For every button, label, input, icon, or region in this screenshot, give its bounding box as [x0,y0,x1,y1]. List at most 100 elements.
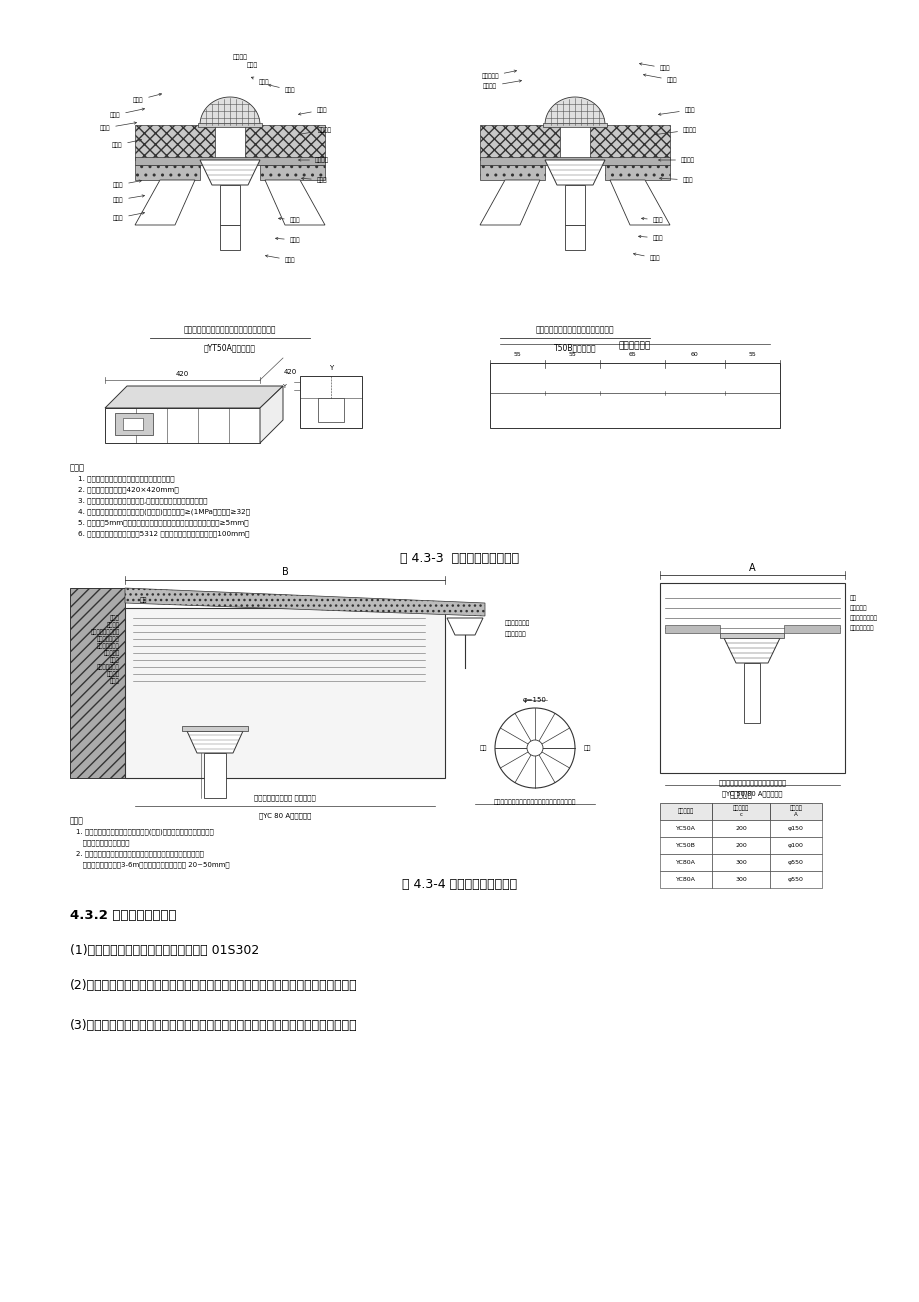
Bar [542,122,607,128]
Text: φ100: φ100 [788,842,803,848]
Text: 楼板垫、紧封板: 楼板垫、紧封板 [849,625,874,630]
Text: 保温层: 保温层 [113,195,144,203]
Text: 连接管: 连接管 [301,177,327,182]
Text: 锥管顶等天沟距离于3-6m之间度量底于其他修剪完 20~50mm。: 锥管顶等天沟距离于3-6m之间度量底于其他修剪完 20~50mm。 [76,861,230,867]
Text: 200: 200 [734,842,746,848]
Text: 硬质聚氨酯: 硬质聚氨酯 [104,650,119,656]
Text: 雨水斗: 雨水斗 [268,85,295,92]
Polygon shape [260,385,283,443]
Text: 密封处理: 密封处理 [299,158,329,163]
Text: φ=150: φ=150 [523,697,546,703]
Bar [125,608,445,779]
Bar [769,820,821,837]
Text: 螺栓连接: 螺栓连接 [655,128,697,135]
Circle shape [527,740,542,756]
Text: 隔汽层: 隔汽层 [641,217,663,223]
Text: 隔汽层: 隔汽层 [278,217,300,223]
Text: 55: 55 [568,353,575,358]
Text: 密封胶: 密封胶 [638,236,663,241]
Text: 雨水斗型号: 雨水斗型号 [677,809,693,814]
Text: 密封处理: 密封处理 [658,158,694,163]
Text: 雨水斗在单坡钢屋板天（槽沟内克克）: 雨水斗在单坡钢屋板天（槽沟内克克） [718,780,786,786]
Text: 名称：: 名称： [70,816,84,825]
Text: 大小请勿过大修剪剪断。: 大小请勿过大修剪剪断。 [76,838,130,845]
Text: 防水层: 防水层 [639,62,670,70]
Text: 通气孔: 通气孔 [298,107,327,115]
Text: （YC 50/80 A型雨水斗）: （YC 50/80 A型雨水斗） [721,790,782,797]
Text: 锥端压板立垫: 锥端压板立垫 [505,631,527,637]
Bar [564,225,584,250]
Text: T50B型雨水斗）: T50B型雨水斗） [553,344,596,353]
Text: Y: Y [328,365,333,371]
Text: 图 4.3-3  压力流雨水斗安装图: 图 4.3-3 压力流雨水斗安装图 [400,552,519,565]
Text: 找坡层（细石）: 找坡层（细石） [97,643,119,648]
Bar [711,854,769,871]
Polygon shape [447,618,482,635]
Text: 隔汽层: 隔汽层 [99,122,136,130]
Text: 加强箍制作明: 加强箍制作明 [618,341,651,350]
Text: 底部: 底部 [479,745,486,751]
Polygon shape [187,730,243,753]
Text: 压型钢板外保温平屋面雨水斗（平型）: 压型钢板外保温平屋面雨水斗（平型） [535,326,614,335]
Text: 螺栓连接: 螺栓连接 [298,128,332,135]
Bar [711,837,769,854]
Text: 4.3.2 雨水斗安装规定：: 4.3.2 雨水斗安装规定： [70,909,176,922]
Text: 55: 55 [513,353,521,358]
Text: 60: 60 [690,353,698,358]
Bar [720,633,783,638]
Polygon shape [244,125,324,160]
Text: 300: 300 [734,878,746,881]
Polygon shape [125,589,484,616]
Bar [659,837,711,854]
Text: 连续: 连续 [140,598,147,603]
Polygon shape [544,160,605,185]
Bar [490,363,779,428]
Text: 2. 细部天沟更换人第二锥仓止，都不超小字事中锥管，直观雨水斗: 2. 细部天沟更换人第二锥仓止，都不超小字事中锥管，直观雨水斗 [76,850,204,857]
Text: 防水层: 防水层 [251,77,269,85]
Text: 420: 420 [283,368,296,375]
Text: 找平层（细石）: 找平层（细石） [97,637,119,642]
Polygon shape [135,165,199,180]
Circle shape [494,708,574,788]
Bar [659,871,711,888]
Polygon shape [589,125,669,160]
Text: 连接管: 连接管 [266,255,295,263]
Text: YC50A: YC50A [675,825,695,831]
Polygon shape [199,98,260,125]
Text: (1)国产雨水斗旳安装见国家建筑原则图 01S302: (1)国产雨水斗旳安装见国家建筑原则图 01S302 [70,944,259,957]
Text: φ150: φ150 [788,825,803,831]
Bar [300,376,361,428]
Bar [659,803,711,820]
Text: (2)设于钢筋混凝土屋面上，檐沟或天沟内旳雨水斗应按雨水斗制造厂旳规定预留洞。: (2)设于钢筋混凝土屋面上，檐沟或天沟内旳雨水斗应按雨水斗制造厂旳规定预留洞。 [70,979,357,992]
Polygon shape [480,165,544,180]
Bar [480,158,669,165]
Text: 结构层: 结构层 [110,678,119,684]
Polygon shape [480,125,560,160]
Text: 安装孔尺寸: 安装孔尺寸 [729,790,752,799]
Bar [769,803,821,820]
Text: 55: 55 [748,353,755,358]
Text: φ550: φ550 [788,861,803,865]
Text: 找平层: 找平层 [111,139,142,148]
Text: 300: 300 [734,861,746,865]
Text: YC50B: YC50B [675,842,695,848]
Text: 密封胶: 密封胶 [276,237,300,242]
Polygon shape [135,180,195,225]
Bar [783,625,839,633]
Text: YC80A: YC80A [675,878,695,881]
Polygon shape [260,165,324,180]
Text: 3. 加强箍的侧面不得做焊接处理,如确需焊接时应征得厂方认可。: 3. 加强箍的侧面不得做焊接处理,如确需焊接时应征得厂方认可。 [78,497,208,504]
Bar [769,837,821,854]
Text: 开孔: 开孔 [583,745,590,751]
Text: 6. 底板每孔边至密封条外约为5312 边缘应整齐定芯，搭接长度＜100mm。: 6. 底板每孔边至密封条外约为5312 边缘应整齐定芯，搭接长度＜100mm。 [78,530,249,536]
Text: 防水层: 防水层 [132,94,162,103]
Text: 防水增补膜: 防水增补膜 [481,70,516,79]
Text: 结构层: 结构层 [113,180,142,187]
Text: 大开孔要
A: 大开孔要 A [789,806,801,818]
Polygon shape [605,165,669,180]
Text: 420: 420 [176,371,188,378]
Text: 通气孔: 通气孔 [658,107,695,116]
Text: 防水增补膜: 防水增补膜 [849,605,867,611]
Text: A: A [748,562,755,573]
Bar [711,871,769,888]
